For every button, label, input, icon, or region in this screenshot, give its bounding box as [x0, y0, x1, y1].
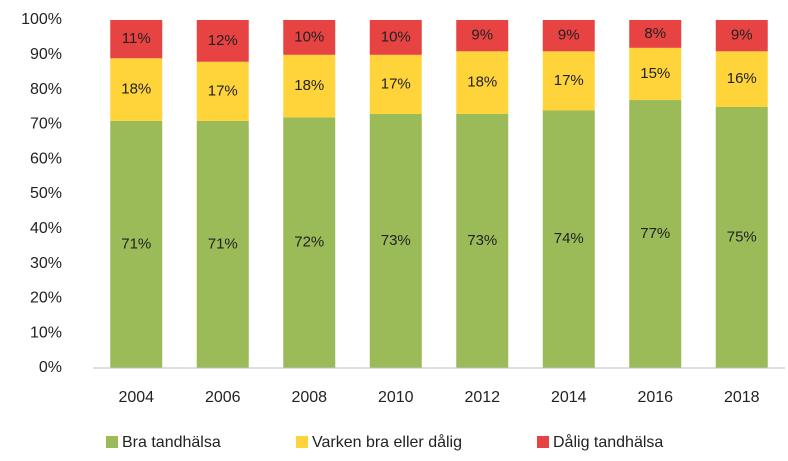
bar-segment	[110, 58, 163, 121]
legend-label: Dålig tandhälsa	[553, 433, 663, 451]
y-tick-label: 100%	[21, 11, 62, 28]
y-tick-label: 80%	[30, 81, 62, 98]
x-tick-label: 2006	[205, 389, 241, 406]
y-tick-label: 50%	[30, 185, 62, 202]
data-label: 72%	[294, 234, 324, 251]
data-label: 10%	[294, 28, 324, 45]
x-tick-label: 2008	[291, 389, 327, 406]
legend-label: Bra tandhälsa	[122, 434, 221, 451]
legend-label: Varken bra eller dålig	[312, 433, 462, 451]
bar-segment	[110, 120, 163, 368]
y-tick-label: 40%	[30, 220, 62, 237]
y-tick-label: 0%	[39, 359, 62, 376]
bar-segment	[456, 20, 509, 52]
data-label: 73%	[467, 232, 497, 249]
y-tick-label: 10%	[30, 324, 62, 341]
y-tick-label: 20%	[30, 290, 62, 307]
bar-segment	[283, 20, 336, 55]
data-label: 8%	[644, 25, 666, 42]
bar-segment	[629, 20, 682, 48]
data-label: 17%	[381, 75, 411, 92]
data-label: 18%	[467, 74, 497, 91]
x-tick-label: 2012	[464, 389, 500, 406]
data-label: 18%	[294, 77, 324, 94]
y-tick-label: 60%	[30, 150, 62, 167]
data-label: 12%	[208, 32, 238, 49]
data-label: 71%	[121, 235, 151, 252]
bar-segment	[369, 20, 422, 55]
bar-segment	[456, 113, 509, 369]
bar-segment	[629, 47, 682, 101]
bar-segment	[629, 100, 682, 368]
data-label: 18%	[121, 81, 151, 98]
bar-segment	[456, 51, 509, 114]
x-tick-label: 2014	[551, 389, 587, 406]
data-label: 11%	[122, 30, 151, 47]
x-tick-label: 2010	[378, 389, 414, 406]
bar-segment	[196, 120, 249, 368]
data-label: 75%	[727, 228, 757, 245]
data-label: 9%	[558, 27, 580, 44]
x-tick-label: 2018	[724, 389, 760, 406]
bar-segment	[196, 61, 249, 121]
bar-segment	[715, 51, 768, 107]
data-label: 73%	[381, 232, 411, 249]
bar-segment	[110, 20, 163, 59]
bar-segment	[369, 113, 422, 369]
data-label: 9%	[471, 27, 493, 44]
y-tick-label: 30%	[30, 255, 62, 272]
data-label: 74%	[554, 230, 584, 247]
data-label: 16%	[727, 70, 757, 87]
x-tick-label: 2016	[637, 389, 673, 406]
legend-swatch	[106, 436, 118, 448]
data-label: 77%	[640, 225, 670, 242]
data-label: 15%	[640, 65, 670, 82]
bar-segment	[542, 20, 595, 52]
bar-segment	[715, 107, 768, 368]
legend-swatch	[537, 436, 549, 448]
data-label: 10%	[381, 28, 411, 45]
bar-segment	[369, 54, 422, 114]
bar-segment	[542, 110, 595, 368]
data-label: 9%	[731, 27, 753, 44]
y-tick-label: 90%	[30, 46, 62, 63]
legend-swatch	[296, 436, 308, 448]
data-label: 71%	[208, 235, 238, 252]
data-label: 17%	[554, 72, 584, 89]
x-tick-label: 2004	[118, 389, 154, 406]
y-tick-label: 70%	[30, 116, 62, 133]
bar-segment	[715, 20, 768, 52]
bar-segment	[283, 54, 336, 118]
bar-segment	[283, 117, 336, 368]
bar-segment	[196, 20, 249, 62]
bar-segment	[542, 51, 595, 111]
data-label: 17%	[208, 82, 238, 99]
